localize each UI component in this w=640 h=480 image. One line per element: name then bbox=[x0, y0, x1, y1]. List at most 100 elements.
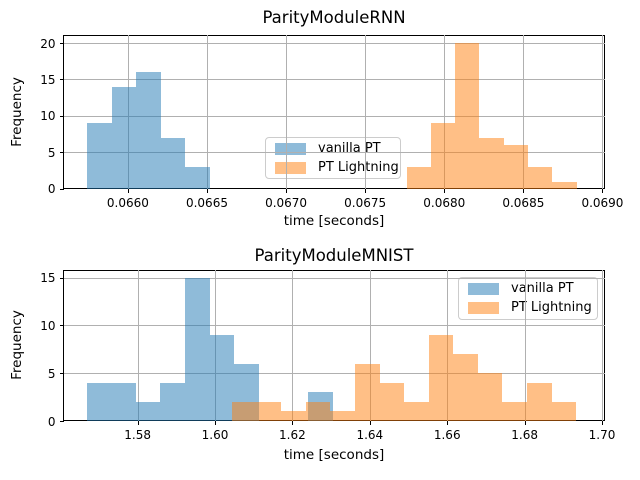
histogram-bar-vanilla-pt bbox=[135, 401, 161, 421]
grid-line-x bbox=[523, 35, 525, 189]
histogram-bar-pt-lightning bbox=[379, 382, 405, 421]
histogram-bar-pt-lightning bbox=[330, 411, 355, 421]
axes-rnn bbox=[63, 35, 605, 189]
vanilla-pt-swatch-icon bbox=[275, 142, 306, 155]
histogram-bar-pt-lightning bbox=[551, 401, 577, 421]
x-tick-label: 0.0685 bbox=[502, 195, 545, 210]
x-tick-mark bbox=[524, 421, 526, 425]
histogram-bar-pt-lightning bbox=[232, 401, 257, 421]
y-tick-mark bbox=[59, 115, 64, 117]
legend-label-pt-lightning: PT Lightning bbox=[511, 300, 592, 315]
histogram-bar-pt-lightning bbox=[552, 181, 577, 189]
y-tick-mark bbox=[59, 421, 64, 422]
legend-rnn: vanilla PT PT Lightning bbox=[265, 137, 401, 179]
x-tick-label: 1.60 bbox=[201, 428, 229, 442]
grid-line-x bbox=[137, 270, 139, 421]
y-tick-label: 5 bbox=[47, 145, 56, 160]
grid-line-y bbox=[63, 373, 605, 375]
y-tick-mark bbox=[59, 43, 64, 45]
histogram-bar-pt-lightning bbox=[305, 401, 331, 421]
x-tick-label: 1.66 bbox=[433, 428, 461, 442]
x-tick-label: 0.0690 bbox=[581, 195, 624, 210]
y-tick-label: 20 bbox=[40, 36, 56, 51]
grid-line-y bbox=[63, 325, 605, 327]
x-tick-label: 0.0680 bbox=[423, 195, 466, 210]
pt-lightning-swatch-icon bbox=[275, 161, 306, 174]
legend-label-pt-lightning: PT Lightning bbox=[318, 159, 399, 175]
legend-item-vanilla-pt: vanilla PT bbox=[275, 140, 391, 156]
histogram-bar-pt-lightning bbox=[428, 334, 454, 421]
histogram-bar-vanilla-pt bbox=[184, 277, 210, 421]
histogram-bar-vanilla-pt bbox=[185, 166, 210, 189]
chart-title-mnist: ParityModuleMNIST bbox=[254, 246, 414, 265]
grid-line-x bbox=[365, 35, 367, 189]
grid-line-x bbox=[602, 35, 604, 189]
x-tick-label: 1.70 bbox=[588, 428, 616, 442]
chart-title-rnn: ParityModuleRNN bbox=[262, 8, 406, 27]
x-tick-mark bbox=[444, 188, 446, 193]
histogram-bar-vanilla-pt bbox=[86, 382, 112, 421]
grid-line-y bbox=[63, 115, 605, 117]
x-tick-mark bbox=[215, 421, 216, 425]
histogram-bar-pt-lightning bbox=[406, 166, 431, 189]
x-tick-mark bbox=[206, 188, 208, 193]
x-tick-mark bbox=[286, 188, 288, 193]
x-tick-mark bbox=[127, 188, 129, 193]
legend-item-vanilla-pt: vanilla PT bbox=[468, 282, 588, 296]
y-tick-mark bbox=[59, 188, 64, 190]
histogram-bar-pt-lightning bbox=[502, 401, 528, 421]
x-tick-label: 1.58 bbox=[124, 428, 151, 442]
histogram-bar-pt-lightning bbox=[430, 123, 456, 189]
x-tick-label: 1.68 bbox=[511, 428, 538, 442]
x-tick-mark bbox=[523, 188, 525, 193]
grid-line-x bbox=[369, 270, 371, 421]
legend-label-vanilla-pt: vanilla PT bbox=[511, 281, 574, 296]
x-tick-mark bbox=[447, 421, 449, 425]
grid-line-x bbox=[602, 270, 604, 421]
x-tick-mark bbox=[602, 421, 604, 425]
histogram-bar-pt-lightning bbox=[404, 401, 429, 421]
x-tick-label: 1.62 bbox=[279, 428, 306, 442]
x-tick-mark bbox=[137, 421, 139, 425]
y-tick-label: 0 bbox=[47, 182, 56, 197]
vanilla-pt-swatch-icon bbox=[468, 283, 499, 295]
grid-line-x bbox=[286, 35, 288, 189]
grid-line-y bbox=[63, 277, 605, 279]
y-tick-mark bbox=[59, 325, 64, 327]
histogram-bar-pt-lightning bbox=[527, 382, 552, 421]
histogram-bar-pt-lightning bbox=[256, 401, 282, 421]
histogram-bar-pt-lightning bbox=[479, 137, 504, 189]
histogram-bar-vanilla-pt bbox=[111, 86, 137, 189]
legend-item-pt-lightning: PT Lightning bbox=[275, 160, 399, 175]
legend-label-vanilla-pt: vanilla PT bbox=[318, 140, 381, 156]
x-tick-label: 1.64 bbox=[356, 428, 384, 442]
grid-line-x bbox=[444, 35, 446, 189]
x-tick-mark bbox=[292, 421, 294, 425]
y-tick-label: 0 bbox=[47, 414, 56, 429]
grid-line-y bbox=[63, 152, 605, 154]
x-tick-label: 0.0670 bbox=[265, 195, 308, 210]
y-tick-label: 10 bbox=[40, 109, 56, 124]
histogram-bar-pt-lightning bbox=[453, 354, 478, 421]
x-tick-label: 0.0675 bbox=[344, 195, 387, 210]
x-tick-mark bbox=[602, 188, 604, 193]
x-axis-label-mnist: time [seconds] bbox=[283, 447, 385, 463]
grid-line-y bbox=[63, 43, 605, 45]
histogram-bar-vanilla-pt bbox=[111, 382, 136, 421]
histogram-bar-vanilla-pt bbox=[160, 137, 186, 189]
y-tick-label: 5 bbox=[47, 366, 56, 381]
y-tick-mark bbox=[59, 277, 64, 279]
histogram-bar-vanilla-pt bbox=[209, 334, 235, 421]
histogram-bar-pt-lightning bbox=[455, 43, 480, 189]
y-tick-label: 10 bbox=[40, 318, 56, 333]
y-tick-mark bbox=[59, 373, 64, 375]
x-tick-label: 0.0665 bbox=[185, 195, 228, 210]
grid-line-x bbox=[524, 270, 526, 421]
grid-line-x bbox=[292, 270, 294, 421]
legend-item-pt-lightning: PT Lightning bbox=[468, 301, 592, 315]
pt-lightning-swatch-icon bbox=[468, 302, 499, 314]
histogram-bar-pt-lightning bbox=[528, 166, 553, 189]
grid-line-x bbox=[206, 35, 208, 189]
y-tick-label: 15 bbox=[40, 271, 56, 286]
